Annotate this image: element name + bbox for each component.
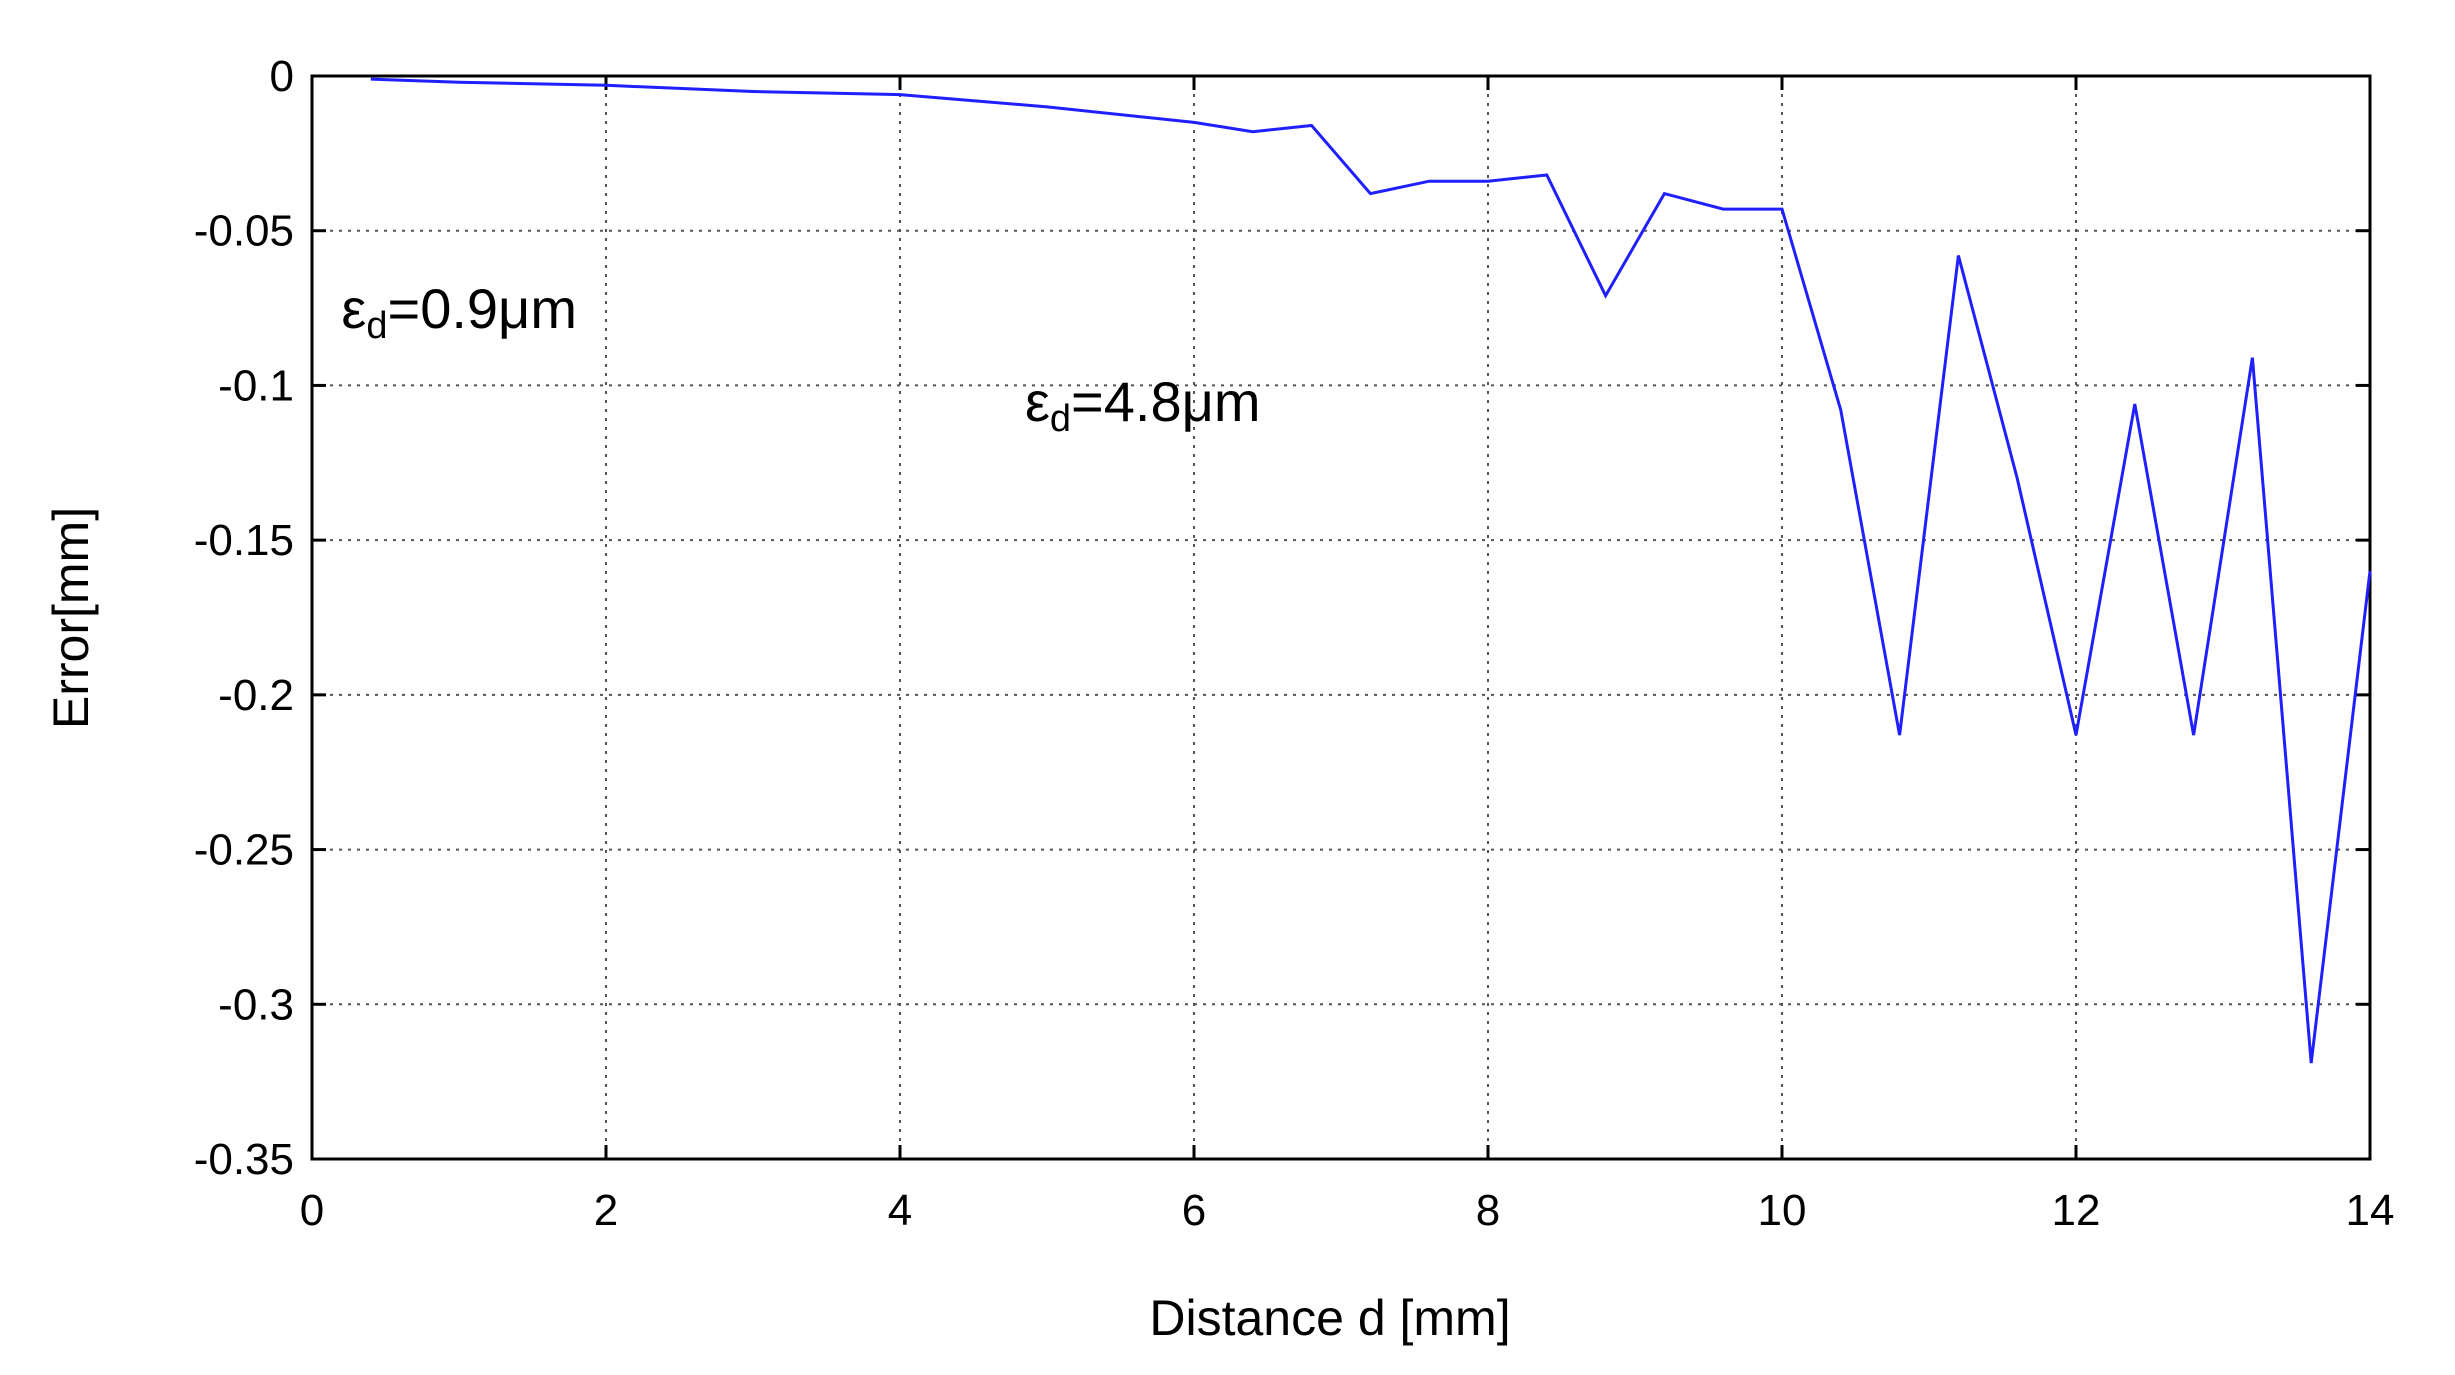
x-tick-label: 8 [1476, 1186, 1500, 1235]
y-tick-label: -0.15 [194, 516, 294, 565]
epsilon-annotation: εd=4.8μm [1025, 370, 1261, 440]
x-tick-label: 14 [2346, 1186, 2395, 1235]
y-tick-labels: 0 -0.05 -0.1 -0.15 -0.2 -0.25 -0.3 -0.35 [194, 52, 294, 1184]
y-tick-label: -0.35 [194, 1135, 294, 1184]
x-tick-label: 0 [300, 1186, 324, 1235]
epsilon-annotation: εd=0.9μm [341, 277, 577, 347]
x-tick-label: 6 [1182, 1186, 1206, 1235]
y-tick-label: -0.25 [194, 826, 294, 875]
x-axis-label: Distance d [mm] [1149, 1290, 1510, 1346]
x-tick-labels: 0 2 4 6 8 10 12 14 [300, 1186, 2395, 1235]
tick-marks [310, 74, 2372, 1161]
x-tick-label: 12 [2052, 1186, 2101, 1235]
x-tick-label: 2 [594, 1186, 618, 1235]
y-axis-label: Error[mm] [43, 507, 99, 729]
series-line [370, 77, 2372, 1064]
grid-lines [312, 76, 2370, 1159]
y-tick-label: -0.05 [194, 207, 294, 256]
plot-frame [310, 74, 2372, 1161]
annotations: εd=0.9μm εd=4.8μm [341, 277, 1260, 440]
x-tick-label: 4 [888, 1186, 912, 1235]
y-tick-label: 0 [270, 52, 294, 101]
y-tick-label: -0.1 [218, 361, 294, 410]
y-tick-label: -0.3 [218, 980, 294, 1029]
y-tick-label: -0.2 [218, 671, 294, 720]
x-tick-label: 10 [1758, 1186, 1807, 1235]
